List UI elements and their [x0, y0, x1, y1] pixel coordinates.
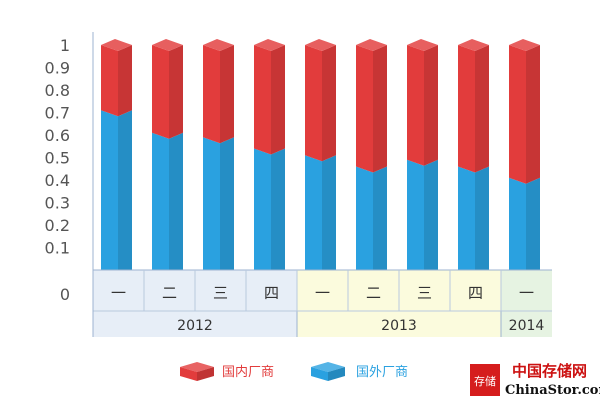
- bar-column: [254, 39, 285, 276]
- bar-segment: [356, 166, 387, 276]
- y-tick-label: 0.1: [45, 239, 70, 258]
- bar-segment: [407, 39, 438, 166]
- y-tick-label: 0.6: [45, 126, 70, 145]
- x-tick-label: 一: [315, 284, 330, 302]
- y-tick-label: 0.9: [45, 59, 70, 78]
- bar-segment: [458, 39, 489, 173]
- y-tick-label: 0.2: [45, 216, 70, 235]
- bar-segment: [203, 39, 234, 144]
- x-tick-label: 二: [366, 284, 381, 302]
- x-axis: 2012 2013 2014 一 二 三 四 一 二 三 四 一: [92, 269, 552, 337]
- bar-segment: [254, 148, 285, 276]
- bar-segment: [509, 177, 540, 276]
- y-tick-label: 0.7: [45, 104, 70, 123]
- legend-item: 国外厂商: [311, 362, 408, 381]
- watermark-cn-text: 中国存储网: [512, 362, 587, 380]
- x-tick-label: 三: [417, 284, 432, 302]
- watermark-logo: [470, 364, 500, 396]
- bar-column: [305, 39, 336, 276]
- bar-segment: [101, 110, 132, 276]
- y-tick-label: 0: [60, 285, 70, 304]
- x-group-label: 2013: [381, 318, 417, 334]
- bar-column: [509, 39, 540, 276]
- watermark-en-text: ChinaStor.com: [505, 383, 600, 398]
- bar-segment: [356, 39, 387, 173]
- y-axis: 0 0.1 0.2 0.3 0.4 0.5 0.6 0.7 0.8 0.9 1: [45, 32, 94, 304]
- y-tick-label: 0.5: [45, 149, 70, 168]
- bar-column: [152, 39, 183, 276]
- bar-column: [458, 39, 489, 276]
- bar-column: [407, 39, 438, 276]
- bar-column: [101, 39, 132, 276]
- x-group-label: 2014: [509, 318, 545, 334]
- bar-segment: [458, 166, 489, 276]
- x-tick-label: 一: [519, 284, 534, 302]
- bar-segment: [407, 159, 438, 276]
- x-tick-label: 四: [264, 284, 279, 302]
- bar-segment: [152, 39, 183, 139]
- x-group-label: 2012: [177, 318, 213, 334]
- bars: [101, 39, 540, 276]
- watermark-logo-text: 存储: [474, 374, 496, 388]
- bar-segment: [305, 155, 336, 276]
- bar-segment: [254, 39, 285, 155]
- x-tick-label: 三: [213, 284, 228, 302]
- legend-item: 国内厂商: [180, 362, 274, 381]
- x-tick-label: 一: [111, 284, 126, 302]
- bar-column: [203, 39, 234, 276]
- bar-segment: [305, 39, 336, 162]
- x-tick-label: 四: [468, 284, 483, 302]
- y-tick-label: 0.8: [45, 81, 70, 100]
- bar-column: [356, 39, 387, 276]
- legend: 国内厂商 国外厂商: [180, 362, 408, 381]
- bar-segment: [509, 39, 540, 184]
- legend-label: 国内厂商: [222, 364, 274, 380]
- y-tick-label: 1: [60, 36, 70, 55]
- x-group-band: [501, 270, 552, 337]
- bar-segment: [101, 39, 132, 117]
- y-tick-label: 0.3: [45, 194, 70, 213]
- bar-segment: [152, 132, 183, 276]
- watermark: 存储 中国存储网 ChinaStor.com: [470, 362, 600, 398]
- bar-segment: [203, 137, 234, 276]
- y-tick-label: 0.4: [45, 171, 70, 190]
- x-tick-label: 二: [162, 284, 177, 302]
- legend-label: 国外厂商: [356, 365, 408, 380]
